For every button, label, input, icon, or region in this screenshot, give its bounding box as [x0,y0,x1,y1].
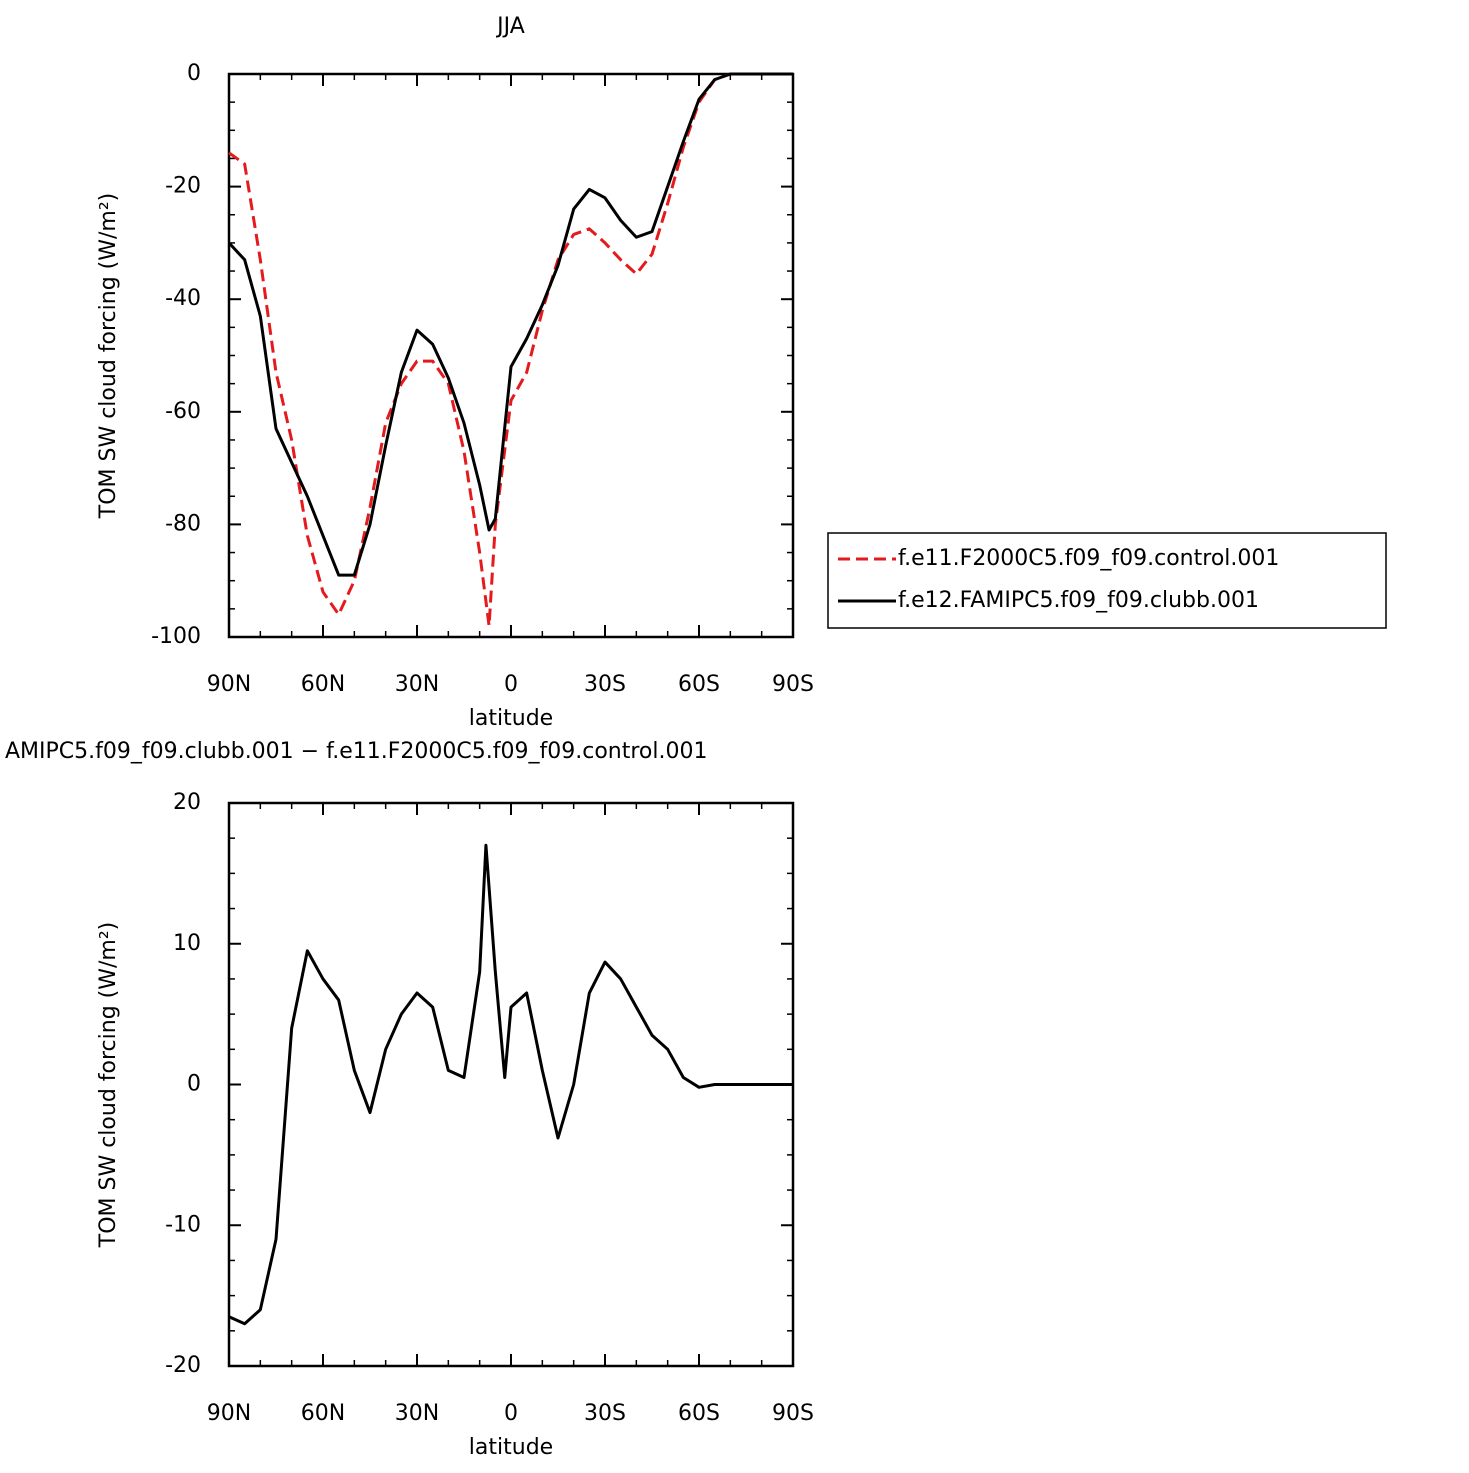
data-line [228,843,793,1326]
y-tick-label: -80 [165,511,201,536]
y-tick-label: -20 [165,174,201,199]
y-tick-label: -20 [165,1353,201,1378]
legend-label: f.e11.F2000C5.f09_f09.control.001 [898,546,1279,571]
x-tick-label: 90S [772,672,814,697]
x-tick-label: 90N [207,672,251,697]
x-tick-label: 60N [301,672,345,697]
plot-frame [227,72,795,639]
chart-title: JJA [495,14,525,39]
x-tick-label: 30S [584,1401,626,1426]
x-tick-label: 60N [301,1401,345,1426]
y-tick-label: 0 [187,1072,201,1097]
legend-box [827,532,1387,629]
x-axis-label: latitude [469,706,553,731]
x-tick-label: 0 [504,1401,518,1426]
x-tick-label: 60S [678,1401,720,1426]
data-line [227,72,793,577]
chart-title: AMIPC5.f09_f09.clubb.001 − f.e11.F2000C5… [5,739,707,764]
y-tick-label: 20 [173,790,201,815]
y-tick-label: -100 [151,624,201,649]
x-tick-label: 60S [678,672,720,697]
x-tick-label: 90N [207,1401,251,1426]
y-tick-label: 0 [187,61,201,86]
x-axis-label: latitude [469,1435,553,1460]
y-axis-label: TOM SW cloud forcing (W/m²) [96,922,121,1248]
y-tick-label: -60 [165,399,201,424]
x-tick-label: 30S [584,672,626,697]
y-axis-label: TOM SW cloud forcing (W/m²) [96,193,121,519]
x-tick-label: 30N [395,672,439,697]
legend-label: f.e12.FAMIPC5.f09_f09.clubb.001 [898,588,1259,613]
y-tick-label: 10 [173,931,201,956]
x-tick-label: 30N [395,1401,439,1426]
y-tick-label: -40 [165,286,201,311]
x-tick-label: 0 [504,672,518,697]
x-tick-label: 90S [772,1401,814,1426]
data-line [228,72,793,628]
y-tick-label: -10 [165,1212,201,1237]
